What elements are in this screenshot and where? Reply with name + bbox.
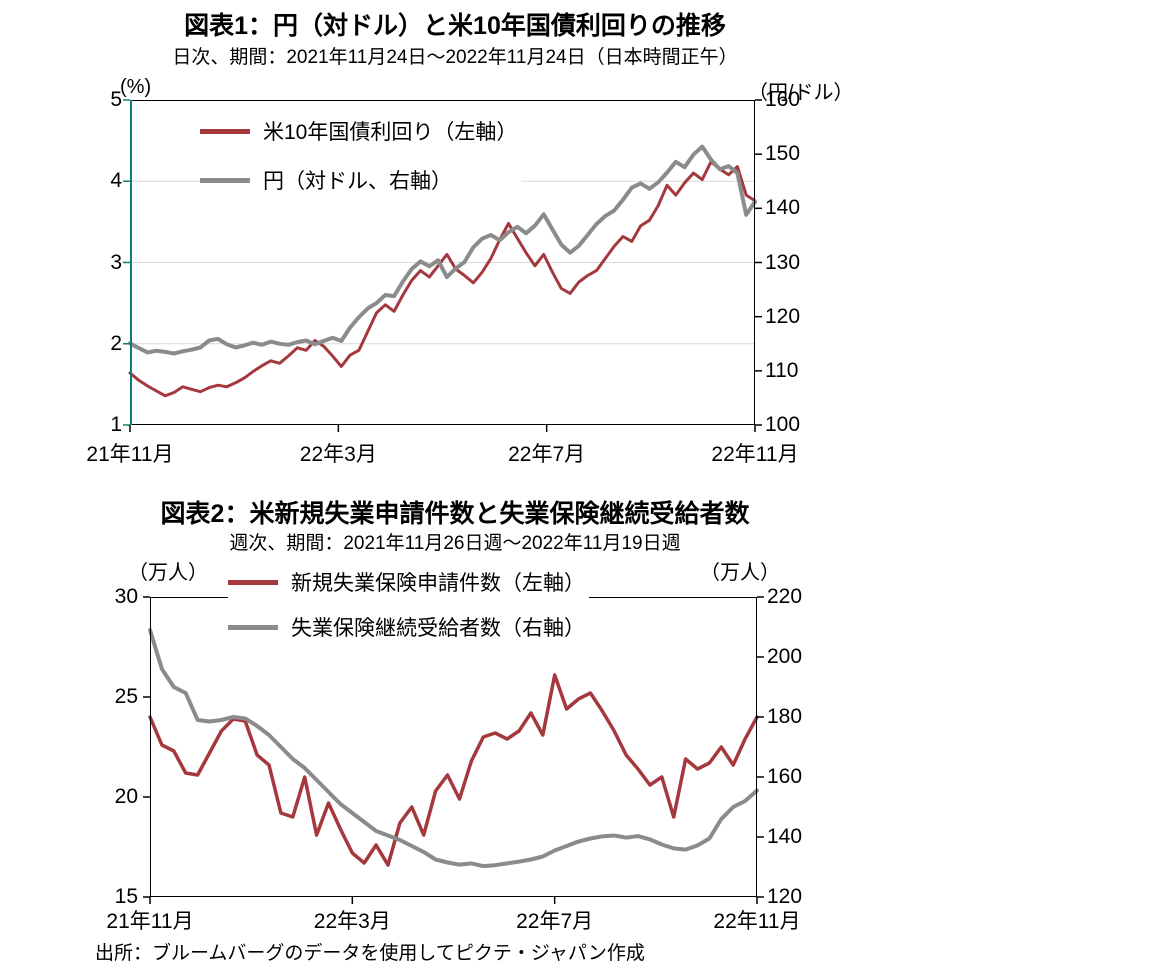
- series-line-0: [128, 160, 757, 398]
- figure1-subtitle: 日次、期間：2021年11月24日～2022年11月24日（日本時間正午）: [172, 47, 738, 68]
- y-axis-right-tick-label: 160: [767, 765, 803, 788]
- figure2-title: 図表2：米新規失業申請件数と失業保険継続受給者数: [160, 500, 750, 528]
- red-line-swatch-icon: [200, 128, 250, 134]
- figure2-subtitle: 週次、期間：2021年11月26日週～2022年11月19日週: [229, 533, 681, 554]
- figure1-left-axis-labels: 5 4 3 2 1: [56, 88, 122, 436]
- y-axis-right-tick-label: 150: [765, 142, 801, 166]
- y-axis-right-tick-label: 140: [765, 196, 801, 220]
- legend-item-ust10y: 米10年国債利回り（左軸）: [200, 115, 522, 147]
- figure2-right-axis-labels: 220 200 180 160 140 120: [767, 585, 847, 908]
- x-axis-tick-label: 22年11月: [711, 443, 799, 466]
- x-axis-tick-label: 22年11月: [713, 910, 801, 933]
- legend-label: 失業保険継続受給者数（右軸）: [291, 617, 585, 640]
- y-axis-left-tick-label: 20: [114, 785, 138, 808]
- red-line-swatch-icon: [228, 579, 278, 585]
- y-axis-left-tick-label: 2: [110, 331, 122, 355]
- y-axis-left-tick-label: 4: [110, 169, 122, 193]
- figure1-right-axis-unit: （円/ドル）: [748, 82, 854, 104]
- y-axis-right-tick-label: 220: [767, 585, 803, 608]
- y-axis-left-tick-label: 3: [110, 250, 122, 274]
- x-axis-tick-label: 22年7月: [508, 443, 586, 466]
- x-axis-tick-label: 22年7月: [516, 910, 594, 933]
- figure2-left-axis-unit: （万人）: [128, 562, 208, 584]
- x-axis-tick-label: 21年11月: [106, 910, 194, 933]
- figure1-title: 図表1：円（対ドル）と米10年国債利回りの推移: [184, 12, 726, 40]
- legend-item-yen: 円（対ドル、右軸）: [200, 164, 522, 196]
- y-axis-right-tick-label: 200: [767, 645, 803, 668]
- series-line-1: [128, 144, 757, 356]
- y-axis-left-tick-label: 30: [114, 585, 138, 608]
- y-axis-left-tick-label: 5: [110, 88, 122, 111]
- y-axis-right-tick-label: 160: [765, 88, 801, 111]
- legend-label: 新規失業保険申請件数（左軸）: [291, 572, 585, 595]
- legend-label: 米10年国債利回り（左軸）: [263, 121, 518, 144]
- gray-line-swatch-icon: [228, 624, 278, 630]
- legend-item-continuing-claims: 失業保険継続受給者数（右軸）: [228, 611, 589, 643]
- figure1-plot-area: 米10年国債利回り（左軸） 円（対ドル、右軸）: [123, 99, 762, 432]
- y-axis-right-tick-label: 110: [765, 358, 799, 382]
- source-note: 出所：ブルームバーグのデータを使用してピクテ・ジャパン作成: [95, 943, 645, 964]
- x-axis-tick-label: 21年11月: [86, 443, 174, 466]
- y-axis-right-tick-label: 180: [767, 705, 803, 728]
- series-line-0: [148, 673, 759, 867]
- y-axis-left-tick-label: 25: [114, 685, 138, 708]
- figure2-x-axis-labels: 21年11月 22年3月 22年7月 22年11月: [106, 905, 800, 935]
- y-axis-right-tick-label: 100: [765, 413, 801, 436]
- figure2-legend: 新規失業保険申請件数（左軸） 失業保険継続受給者数（右軸）: [228, 566, 589, 643]
- gray-line-swatch-icon: [200, 177, 250, 183]
- figure1-x-axis-labels: 21年11月 22年3月 22年7月 22年11月: [86, 438, 798, 468]
- figure1-chart-canvas: [123, 99, 762, 432]
- y-axis-left-tick-label: 15: [114, 885, 138, 908]
- y-axis-left-tick-label: 1: [110, 413, 122, 436]
- y-axis-right-tick-label: 120: [765, 304, 801, 328]
- legend-label: 円（対ドル、右軸）: [263, 170, 452, 193]
- figure1-legend: 米10年国債利回り（左軸） 円（対ドル、右軸）: [200, 115, 522, 196]
- figure2-right-axis-unit: （万人）: [700, 562, 780, 584]
- series-line-1: [148, 628, 759, 869]
- y-axis-right-tick-label: 120: [767, 885, 803, 908]
- x-axis-tick-label: 22年3月: [313, 910, 391, 933]
- figure1-right-axis-labels: 160 150 140 130 120 110 100: [765, 88, 845, 436]
- y-axis-right-tick-label: 140: [767, 825, 803, 848]
- y-axis-right-tick-label: 130: [765, 250, 801, 274]
- figure1-left-axis-unit: (%): [120, 76, 152, 98]
- figure2-left-axis-labels: 30 25 20 15: [72, 585, 138, 908]
- legend-item-initial-claims: 新規失業保険申請件数（左軸）: [228, 566, 589, 598]
- x-axis-tick-label: 22年3月: [299, 443, 377, 466]
